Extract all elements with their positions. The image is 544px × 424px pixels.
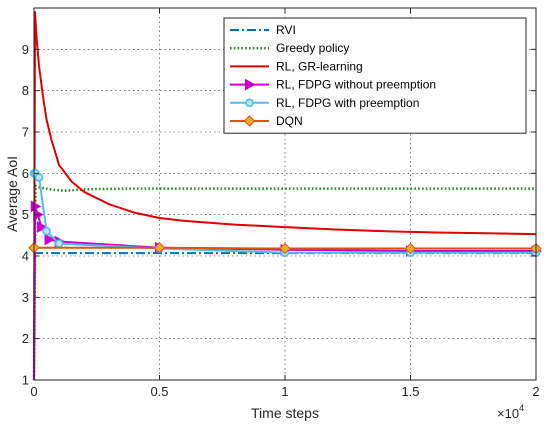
legend-label: RL, GR-learning <box>276 59 363 73</box>
series-2 <box>33 11 537 381</box>
legend-label: RL, FDPG with preemption <box>276 96 419 110</box>
data-point <box>44 233 56 246</box>
legend-entry: RL, FDPG with preemption <box>230 96 419 110</box>
y-tick-label: 9 <box>22 42 29 57</box>
x-tick-label: 1.5 <box>401 384 419 399</box>
y-tick-label: 2 <box>22 331 29 346</box>
x-tick-label: 0.5 <box>150 384 168 399</box>
x-tick-label: 0 <box>30 384 37 399</box>
x-axis-label: Time steps <box>251 405 319 421</box>
legend-marker <box>243 115 256 127</box>
data-point <box>279 242 291 255</box>
legend-label: Greedy policy <box>276 41 349 55</box>
y-tick-label: 6 <box>22 166 29 181</box>
legend-label: DQN <box>276 114 303 128</box>
legend-entry: Greedy policy <box>230 41 349 55</box>
legend-label: RL, FDPG without preemption <box>276 78 436 92</box>
y-tick-label: 4 <box>22 249 29 264</box>
legend-marker <box>245 98 254 108</box>
data-point <box>37 221 48 233</box>
tick-layer: 0 0.5 1 1.5 2 1 2 3 4 5 6 7 8 9 <box>22 8 540 399</box>
legend-entry: RVI <box>230 23 296 37</box>
legend: RVI Greedy policy RL, GR-learning RL, FDPG … <box>223 17 527 134</box>
legend-entry: DQN <box>230 114 303 128</box>
legend-entry: RL, FDPG without preemption <box>230 78 436 92</box>
y-axis-label: Average AoI <box>4 156 20 232</box>
legend-label: RVI <box>276 23 296 37</box>
series-5 <box>28 242 542 255</box>
y-tick-label: 3 <box>22 290 29 305</box>
data-point <box>404 242 417 255</box>
series-layer <box>28 11 543 381</box>
y-tick-label: 5 <box>22 207 29 222</box>
y-tick-label: 1 <box>22 373 29 388</box>
legend-entry: RL, GR-learning <box>230 59 363 73</box>
x-exponent-label: ×104 <box>497 403 524 421</box>
x-tick-label: 1 <box>281 384 288 399</box>
x-tick-label: 2 <box>532 384 539 399</box>
x-exponent-base: ×10 <box>497 406 519 421</box>
data-point <box>153 242 166 254</box>
y-tick-label: 8 <box>22 83 29 98</box>
data-point <box>34 173 44 182</box>
x-exponent-power: 4 <box>519 403 524 413</box>
y-tick-label: 7 <box>22 125 29 140</box>
data-point <box>42 226 51 236</box>
series-line <box>33 205 536 381</box>
data-point <box>54 239 64 248</box>
legend-box <box>223 17 527 134</box>
legend-marker <box>245 78 256 91</box>
series-line <box>33 11 537 381</box>
